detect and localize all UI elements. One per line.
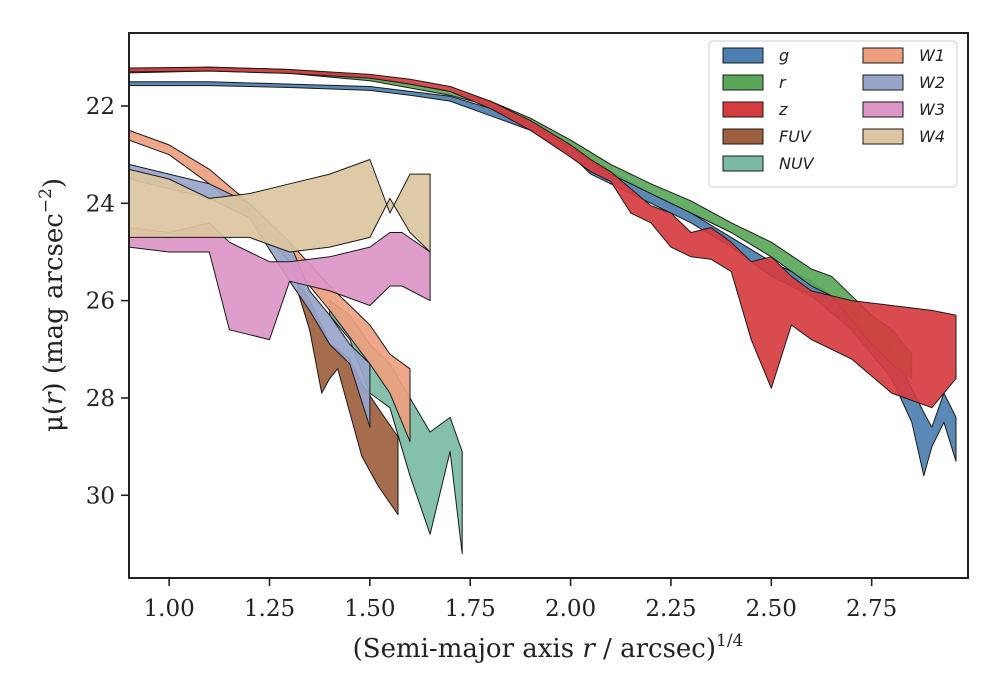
y-tick-label: 28	[86, 386, 115, 412]
y-tick-label: 22	[86, 94, 115, 120]
x-axis-label-var: r	[582, 634, 596, 664]
x-axis-label: (Semi-major axis r / arcsec)1/4	[353, 631, 744, 664]
y-axis-label-var: r	[39, 391, 69, 405]
legend-label-g: g	[779, 46, 789, 65]
legend-swatch-g	[722, 47, 764, 64]
legend-swatch-w4	[862, 128, 904, 145]
legend-label-r: r	[779, 73, 787, 92]
legend-label-w1: W1	[919, 46, 945, 65]
x-tick-label: 1.25	[244, 596, 295, 622]
legend-label-w3: W3	[919, 100, 945, 119]
band-w4	[129, 159, 431, 253]
legend-swatch-w3	[862, 101, 904, 118]
x-tick-label: 2.25	[645, 596, 696, 622]
x-axis-label-pre: (Semi-major axis	[353, 634, 583, 664]
x-axis-ticks: 1.00 1.25 1.50 1.75 2.00 2.25 2.50 2.75	[144, 578, 897, 622]
legend-label-w4: W4	[919, 127, 945, 146]
legend-swatch-r	[722, 74, 764, 91]
x-tick-label: 1.50	[344, 596, 395, 622]
band-z	[129, 66, 957, 409]
legend: grz FUV NUV W1 W2 W3 W4	[708, 40, 958, 188]
x-tick-label: 2.75	[846, 596, 897, 622]
x-axis-label-sup: 1/4	[716, 631, 743, 651]
y-axis-label-post: )	[39, 178, 69, 188]
y-axis-label-pre: μ(	[39, 405, 69, 432]
y-axis-ticks: 22 24 26 28 30	[86, 94, 129, 509]
legend-swatch-w1	[862, 47, 904, 64]
x-tick-label: 1.00	[144, 596, 195, 622]
y-axis-label-mid: ) (mag arcsec	[39, 213, 69, 392]
x-tick-label: 1.75	[445, 596, 496, 622]
y-tick-label: 26	[86, 289, 115, 315]
legend-label-fuv: FUV	[779, 127, 812, 146]
y-tick-label: 30	[86, 483, 115, 509]
legend-label-z: z	[778, 100, 788, 119]
legend-swatch-fuv	[722, 128, 764, 145]
legend-swatch-nuv	[722, 155, 764, 172]
legend-label-w2: W2	[919, 73, 945, 92]
y-axis-label-sup: −2	[36, 188, 56, 213]
legend-swatch-z	[722, 101, 764, 118]
profile-bands	[129, 66, 957, 555]
x-tick-label: 2.50	[746, 596, 797, 622]
band-nuv	[329, 300, 463, 555]
x-axis-label-mid: / arcsec)	[595, 634, 716, 664]
x-tick-label: 2.00	[545, 596, 596, 622]
y-tick-label: 24	[86, 191, 115, 217]
y-axis-label: μ(r) (mag arcsec−2)	[36, 178, 69, 432]
legend-swatch-w2	[862, 74, 904, 91]
legend-label-nuv: NUV	[779, 154, 815, 173]
plot-frame	[128, 32, 969, 579]
